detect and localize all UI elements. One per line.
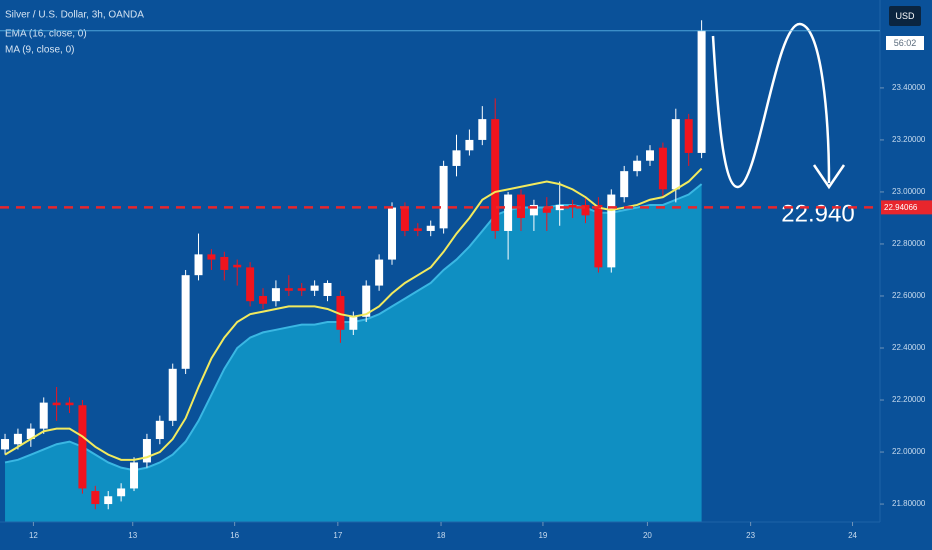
currency-box (889, 6, 921, 26)
candle-body (155, 420, 164, 440)
candle-body (607, 194, 616, 268)
candle-body (529, 204, 538, 216)
candle-body (375, 259, 384, 286)
countdown-box (886, 36, 924, 50)
candle-body (684, 119, 693, 153)
candle-body (1, 439, 10, 450)
candle-body (542, 207, 551, 213)
x-tick-label: 24 (848, 531, 857, 540)
x-tick-label: 12 (29, 531, 38, 540)
candle-body (52, 402, 61, 406)
candle-body (130, 462, 139, 489)
y-tick-label: 22.00000 (892, 447, 926, 456)
x-tick-label: 17 (333, 531, 342, 540)
candle-body (181, 275, 190, 369)
level-label: 22.94066 (884, 203, 918, 212)
candle-body (568, 204, 577, 208)
chart-title: Silver / U.S. Dollar, 3h, OANDA (5, 10, 144, 21)
level-label-box (881, 200, 932, 215)
candle-body (142, 439, 151, 463)
candle-body (594, 204, 603, 268)
candle-body (207, 254, 216, 260)
candle-body (555, 204, 564, 211)
candle-body (362, 285, 371, 317)
candle-body (194, 254, 203, 276)
candle-body (220, 256, 229, 270)
candle-body (633, 160, 642, 172)
candle-body (400, 207, 409, 231)
candle-body (310, 285, 319, 291)
candle-body (452, 150, 461, 166)
candle-body (117, 488, 126, 497)
candle-body (491, 119, 500, 231)
candle-body (620, 171, 629, 198)
currency: USD (895, 11, 915, 21)
x-tick-label: 13 (128, 531, 137, 540)
candle-body (271, 288, 280, 302)
candle-body (697, 30, 706, 153)
candle-body (426, 225, 435, 231)
candle-body (478, 119, 487, 140)
legend-entry: MA (9, close, 0) (5, 45, 74, 56)
candle-body (246, 267, 255, 302)
y-tick-label: 23.00000 (892, 187, 926, 196)
arrow-head (812, 164, 846, 190)
candle-body (413, 228, 422, 231)
candle-body (349, 316, 358, 330)
candle-body (671, 119, 680, 190)
countdown: 56:02 (894, 38, 917, 48)
candle-body (284, 288, 293, 291)
candle-body (581, 204, 590, 216)
candle-body (91, 491, 100, 505)
candle-body (465, 139, 474, 151)
legend-entry: EMA (16, close, 0) (5, 29, 87, 40)
forecast-arrow (711, 22, 831, 189)
y-tick-label: 22.80000 (892, 239, 926, 248)
candle-body (658, 147, 667, 190)
candle-body (646, 150, 655, 161)
candle-body (104, 496, 113, 505)
y-tick-label: 22.40000 (892, 343, 926, 352)
y-tick-label: 22.20000 (892, 395, 926, 404)
x-tick-label: 19 (538, 531, 547, 540)
ma-area (5, 184, 702, 522)
candle-body (13, 433, 22, 445)
candle-body (504, 194, 513, 231)
x-tick-label: 20 (643, 531, 652, 540)
candle-body (388, 207, 397, 260)
candle-body (323, 282, 332, 296)
candle-body (517, 194, 526, 218)
candle-body (26, 428, 35, 440)
x-tick-label: 23 (746, 531, 755, 540)
candle-body (336, 295, 345, 330)
candle-body (39, 402, 48, 429)
candle-body (168, 368, 177, 421)
x-tick-label: 18 (437, 531, 446, 540)
y-tick-label: 21.80000 (892, 499, 926, 508)
candle-body (259, 295, 268, 304)
candle-body (78, 405, 87, 489)
ema-line (4, 167, 703, 461)
y-tick-label: 23.20000 (892, 135, 926, 144)
x-tick-label: 16 (230, 531, 239, 540)
y-tick-label: 23.40000 (892, 83, 926, 92)
candle-body (439, 165, 448, 229)
y-tick-label: 22.60000 (892, 291, 926, 300)
candle-body (297, 288, 306, 291)
candle-body (233, 264, 242, 268)
price-annotation: 22.940 (781, 200, 854, 227)
candle-body (65, 402, 74, 406)
plot-area (1, 20, 706, 522)
